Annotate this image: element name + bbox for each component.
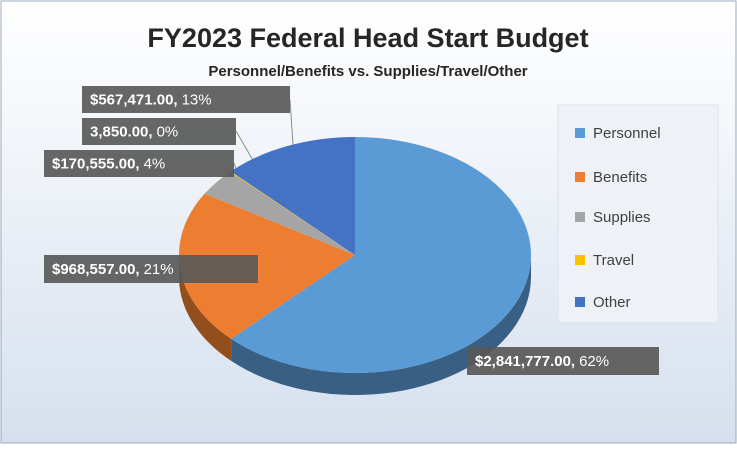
legend-label: Other [593, 294, 631, 311]
slice-side [231, 255, 531, 395]
legend-marker [575, 212, 585, 222]
data-label-percent: 13% [182, 91, 212, 108]
leader-line [289, 99, 294, 146]
data-label-value: 3,850.00, [90, 123, 153, 140]
data-label-box [467, 347, 659, 375]
legend-marker [575, 172, 585, 182]
legend-marker [575, 255, 585, 265]
legend-marker [575, 297, 585, 307]
data-label-percent: 21% [144, 261, 174, 278]
data-label-box [82, 118, 236, 145]
data-label: $170,555.00, 4% [52, 155, 165, 172]
slice-side [179, 255, 232, 361]
chart-subtitle: Personnel/Benefits vs. Supplies/Travel/O… [208, 63, 527, 80]
data-label-percent: 4% [144, 155, 166, 172]
legend-label: Travel [593, 252, 634, 269]
data-label-box [44, 150, 234, 177]
data-label: $567,471.00, 13% [90, 91, 212, 108]
data-label: 3,850.00, 0% [90, 123, 178, 140]
slice [231, 137, 531, 374]
chart-title: FY2023 Federal Head Start Budget [147, 23, 588, 53]
data-label-value: $2,841,777.00, [475, 353, 575, 370]
legend-marker [575, 128, 585, 138]
data-label: $968,557.00, 21% [52, 261, 174, 278]
slice [179, 193, 355, 339]
data-label-percent: 62% [579, 353, 609, 370]
slice [204, 171, 355, 255]
data-label-value: $170,555.00, [52, 155, 140, 172]
data-label-box [82, 86, 290, 113]
legend-label: Supplies [593, 209, 651, 226]
legend-label: Benefits [593, 169, 647, 186]
slice [230, 171, 355, 255]
slice [230, 137, 355, 255]
data-label-value: $968,557.00, [52, 261, 140, 278]
data-label-value: $567,471.00, [90, 91, 178, 108]
legend-label: Personnel [593, 125, 661, 142]
data-label: $2,841,777.00, 62% [475, 353, 609, 370]
data-label-percent: 0% [157, 123, 179, 140]
data-label-box [44, 255, 258, 283]
